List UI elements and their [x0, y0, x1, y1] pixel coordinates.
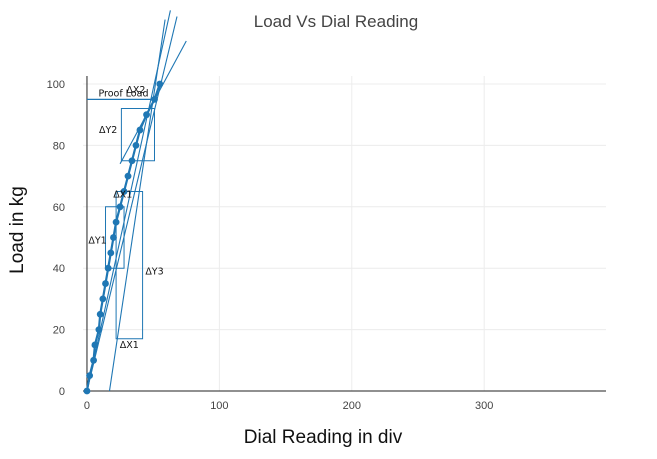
- y-tick-label: 80: [53, 140, 65, 152]
- data-point: [107, 249, 115, 257]
- x-tick-label: 0: [84, 400, 90, 412]
- data-point: [104, 264, 112, 272]
- data-point: [112, 218, 120, 226]
- data-point: [86, 372, 94, 380]
- data-series: [83, 80, 164, 395]
- data-point: [128, 157, 136, 165]
- grid: [83, 76, 606, 391]
- chart-title: Load Vs Dial Reading: [254, 12, 418, 31]
- axes: [83, 76, 606, 392]
- data-point: [99, 295, 107, 303]
- data-point: [156, 80, 164, 88]
- data-point: [110, 234, 117, 241]
- data-point: [96, 310, 104, 318]
- y-tick-label: 60: [53, 202, 65, 214]
- delta-box: [120, 108, 155, 162]
- x-tick-label: 300: [475, 400, 493, 412]
- data-point: [95, 326, 103, 333]
- y-tick-label: 100: [47, 79, 65, 91]
- x-axis-title: Dial Reading in div: [244, 427, 403, 448]
- data-point: [102, 280, 109, 287]
- delta-label: ΔX2: [126, 85, 145, 96]
- tick-labels: 0 100 200 300 0 20 40 60 80 100: [47, 79, 494, 412]
- proof-load-label: Proof Load: [98, 88, 148, 99]
- fit-line: [108, 19, 166, 392]
- data-point: [136, 126, 144, 134]
- data-point: [132, 142, 140, 149]
- delta-label: ΔX1: [113, 190, 132, 201]
- y-tick-label: 40: [53, 263, 65, 275]
- delta-label: ΔY1: [88, 236, 106, 247]
- fit-line: [86, 16, 178, 392]
- fit-lines: [86, 10, 187, 392]
- data-point: [83, 387, 91, 395]
- guide-boxes: [86, 98, 155, 340]
- data-point: [120, 188, 128, 195]
- x-tick-label: 100: [210, 400, 228, 412]
- data-point: [90, 356, 97, 364]
- data-point: [124, 172, 132, 180]
- delta-label: ΔX1: [120, 340, 139, 351]
- data-point: [91, 341, 99, 349]
- data-point: [143, 111, 150, 119]
- delta-box: [115, 190, 144, 340]
- y-axis-title: Load in kg: [7, 186, 28, 274]
- x-tick-label: 200: [343, 400, 361, 412]
- data-point: [116, 203, 124, 211]
- delta-label: ΔY3: [145, 266, 163, 277]
- y-tick-label: 20: [53, 325, 65, 337]
- data-point: [151, 95, 158, 103]
- y-tick-label: 0: [59, 386, 65, 398]
- delta-label: ΔY2: [99, 125, 117, 136]
